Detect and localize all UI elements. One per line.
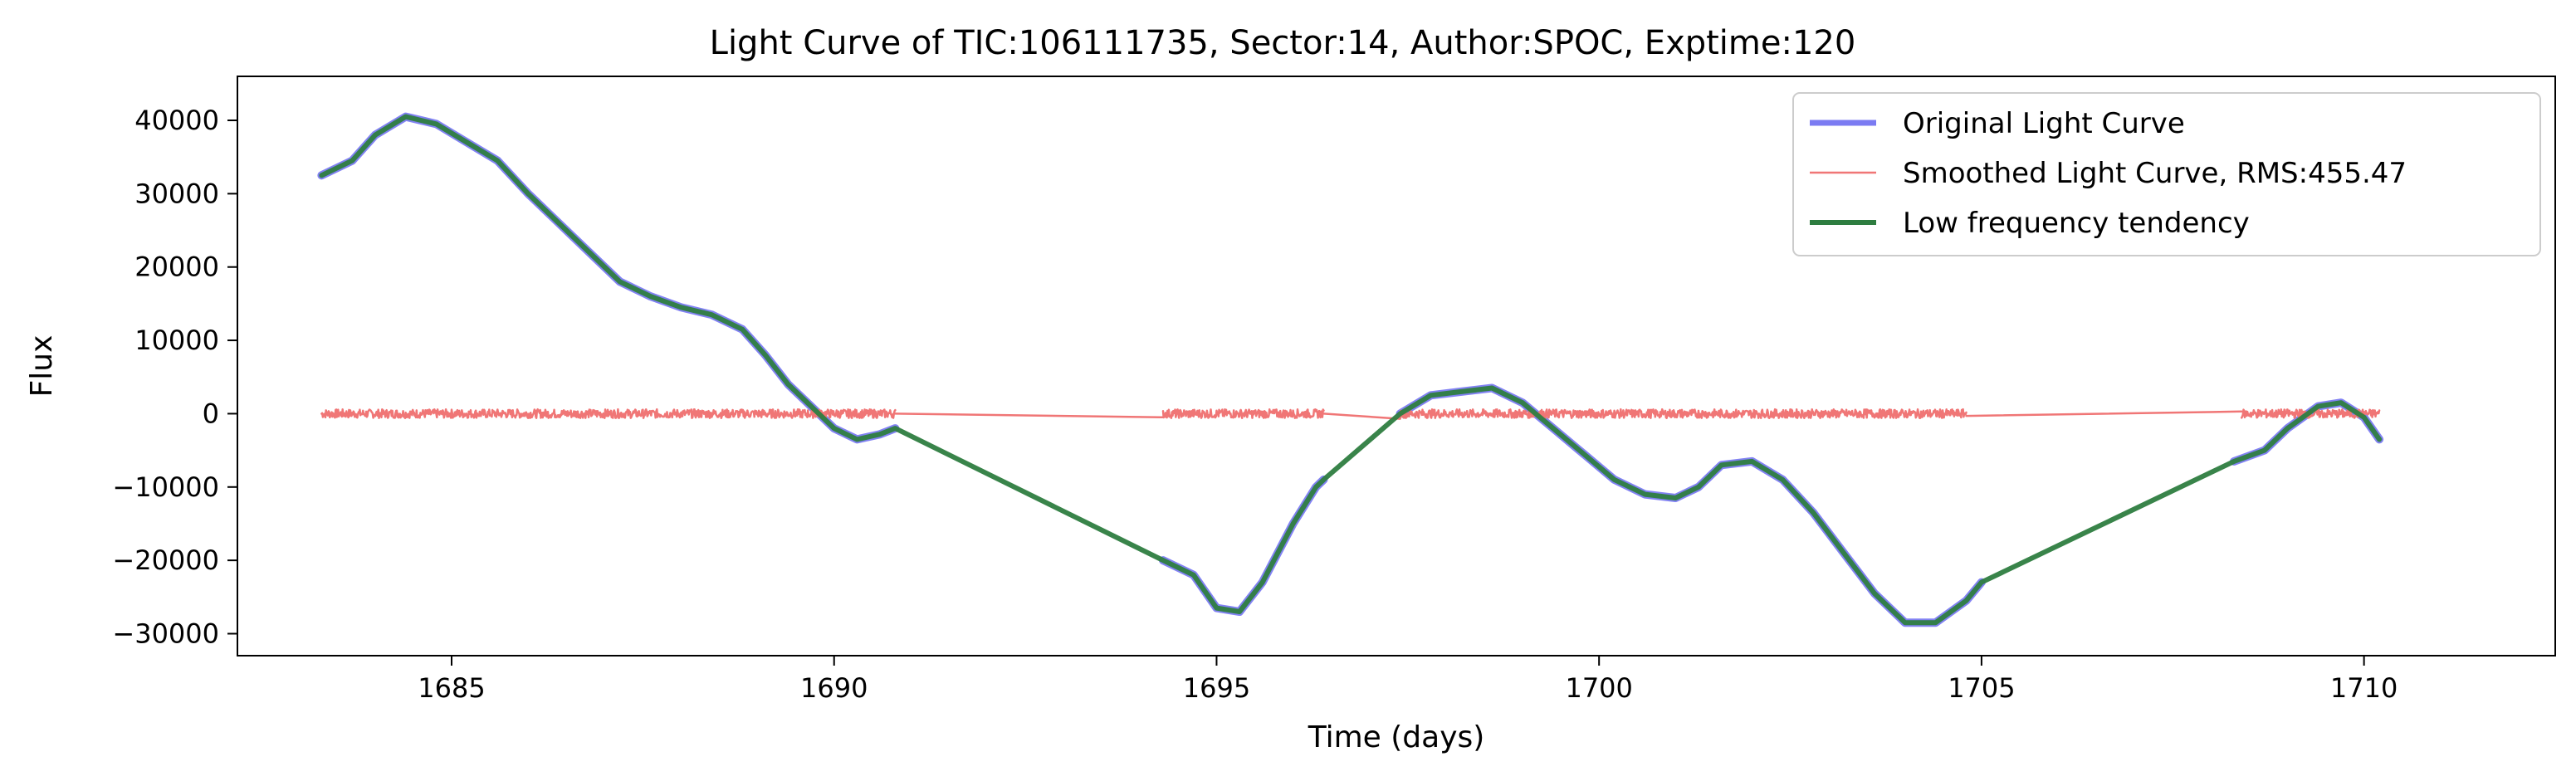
series-1-segment-5	[1965, 410, 2243, 417]
y-axis-label: Flux	[25, 335, 59, 398]
x-tick-label: 1690	[800, 672, 868, 704]
y-tick-label: 20000	[134, 251, 219, 283]
x-tick-label: 1700	[1565, 672, 1632, 704]
y-tick-label: 30000	[134, 178, 219, 209]
y-tick-label: −30000	[112, 617, 219, 649]
series-1-segment-4	[1399, 408, 1967, 419]
series-0-segment-0	[317, 112, 900, 444]
y-tick-label: 40000	[134, 105, 219, 136]
x-tick-label: 1710	[2330, 672, 2398, 704]
y-tick-label: 10000	[134, 325, 219, 356]
series-2-segment-0	[319, 114, 2383, 626]
series-1-segment-3	[1322, 412, 1401, 420]
series-0-segment-2	[1396, 383, 1986, 627]
series-1-segment-2	[1161, 408, 1325, 419]
series-0-segment-1	[1159, 475, 1328, 616]
legend-entry: Smoothed Light Curve, RMS:455.47	[1903, 157, 2407, 190]
chart-title: Light Curve of TIC:106111735, Sector:14,…	[710, 24, 1856, 62]
x-axis: 1685 1690 1695 1700 1705 1710	[418, 656, 2398, 704]
y-tick-label: −20000	[112, 544, 219, 576]
series-1-segment-0	[320, 408, 897, 419]
y-axis: −30000 −20000 −10000 0 10000 20000 30000 40000	[112, 105, 237, 649]
y-tick-label: 0	[203, 398, 219, 429]
plot-frame	[237, 76, 2556, 657]
legend-box	[1792, 92, 2541, 256]
x-tick-label: 1695	[1183, 672, 1250, 704]
y-tick-label: −10000	[112, 471, 219, 503]
x-tick-label: 1705	[1948, 672, 2015, 704]
x-tick-label: 1685	[418, 672, 485, 704]
x-axis-label: Time (days)	[1308, 720, 1485, 754]
legend-entry: Low frequency tendency	[1903, 207, 2250, 240]
legend: Original Light Curve Smoothed Light Curve…	[1792, 92, 2541, 256]
series-layer	[317, 112, 2384, 627]
series-1-segment-1	[894, 412, 1165, 419]
legend-entry: Original Light Curve	[1903, 107, 2185, 140]
